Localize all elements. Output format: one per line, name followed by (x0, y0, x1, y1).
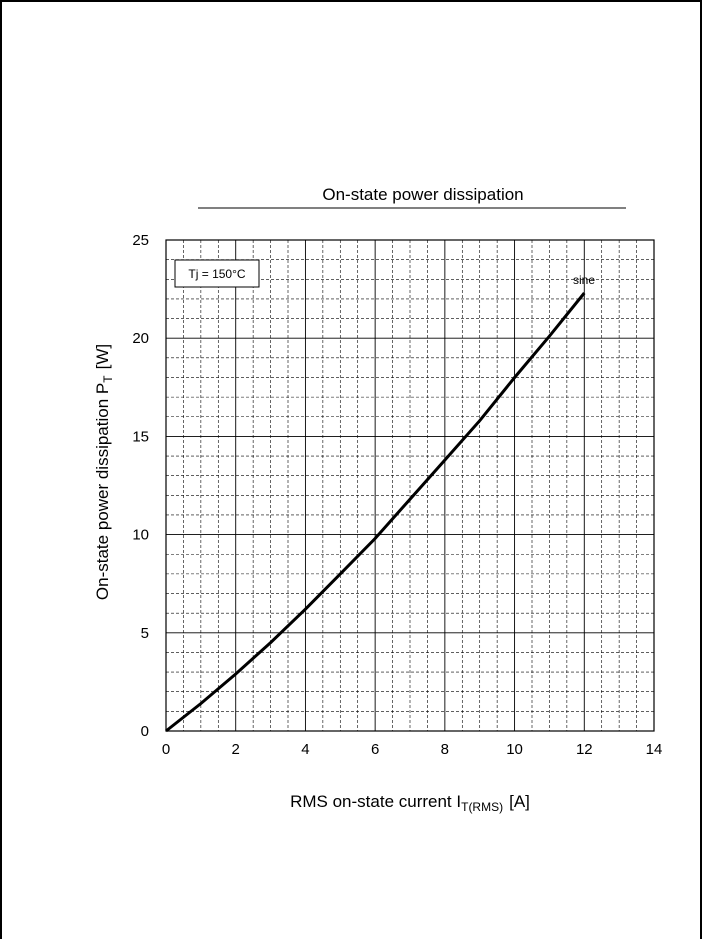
y-tick-label: 25 (132, 232, 149, 249)
x-tick-label: 8 (441, 741, 449, 758)
plot-frame (165, 239, 655, 732)
x-tick-label: 2 (232, 741, 240, 758)
y-tick-label: 10 (132, 527, 149, 544)
x-tick-label: 10 (506, 741, 523, 758)
series-label-sine: sine (573, 273, 595, 287)
chart-title: On-state power dissipation (322, 185, 523, 204)
annotation-text: Tj = 150°C (188, 267, 245, 281)
x-tick-label: 0 (162, 741, 170, 758)
sine-series-line (165, 292, 586, 733)
annotation-box (174, 259, 260, 288)
y-tick-labels: 0 5 10 15 20 25 (132, 232, 149, 740)
x-axis-label: RMS on-state current IT(RMS) [A] (290, 792, 530, 814)
y-tick-label: 0 (141, 723, 149, 740)
x-tick-label: 6 (371, 741, 379, 758)
y-tick-label: 5 (141, 625, 149, 642)
grid (165, 239, 655, 732)
y-tick-label: 15 (132, 428, 149, 445)
x-tick-label: 12 (576, 741, 593, 758)
x-tick-labels: 0 2 4 6 8 10 12 14 (162, 741, 663, 758)
y-tick-label: 20 (132, 330, 149, 347)
x-tick-label: 4 (301, 741, 309, 758)
y-axis-label: On-state power dissipation PT[W] (93, 344, 115, 600)
x-tick-label: 14 (646, 741, 663, 758)
